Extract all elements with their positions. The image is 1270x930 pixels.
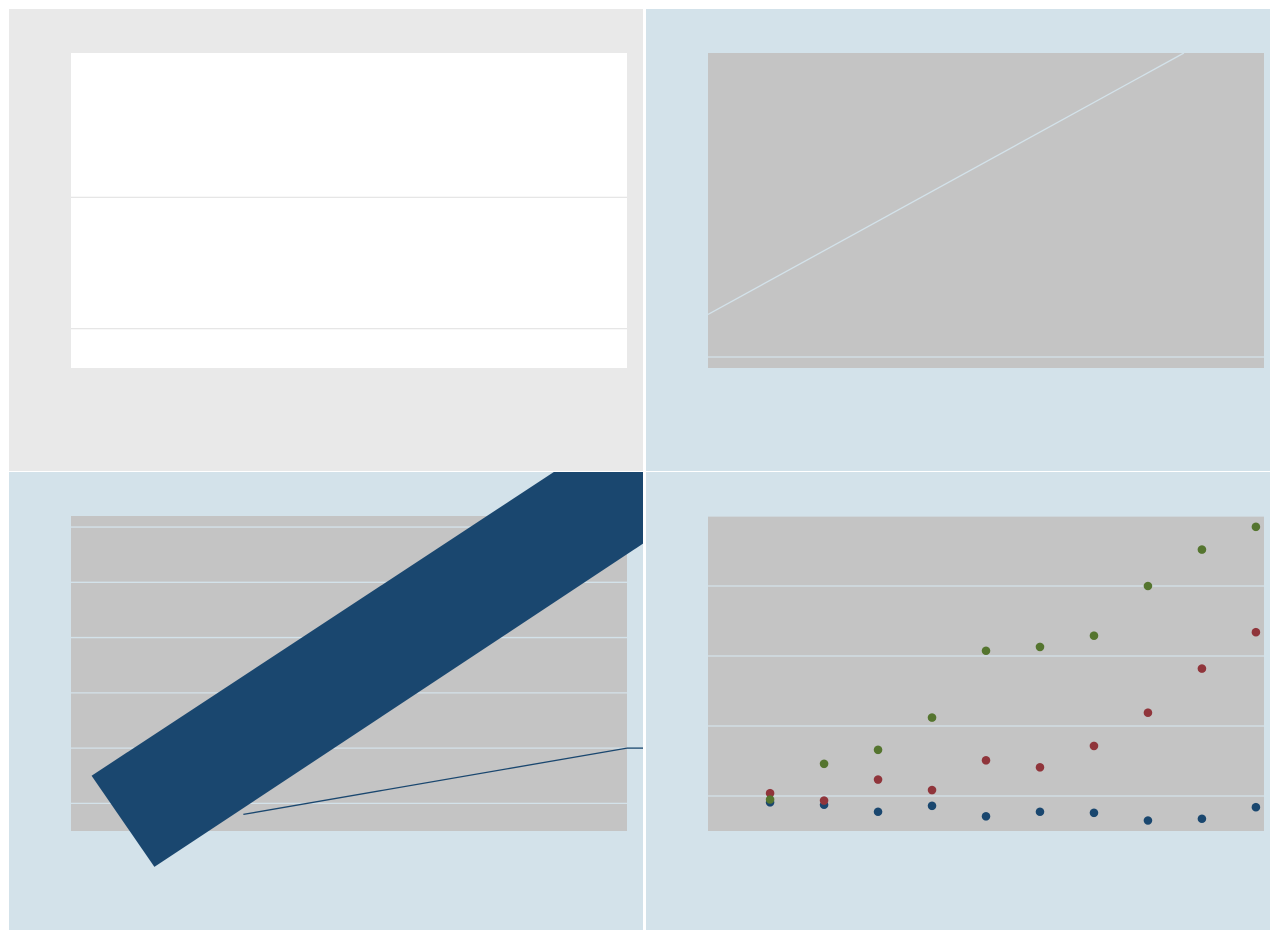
point-s2-9 [1251, 522, 1261, 532]
point-s1-2 [873, 775, 883, 784]
series-line-0 [243, 747, 628, 816]
point-s2-3 [927, 713, 937, 722]
point-s2-5 [1035, 642, 1045, 652]
point-s1-9 [1251, 627, 1261, 637]
point-s1-5 [1035, 763, 1045, 772]
point-s1-4 [981, 756, 991, 765]
point-s0-8 [1197, 814, 1207, 824]
point-s1-6 [1089, 741, 1099, 751]
point-s0-3 [927, 801, 937, 811]
point-s0-7 [1143, 816, 1153, 825]
chart-panel-1 [9, 9, 643, 471]
chart-panel-3 [9, 472, 643, 930]
point-s0-6 [1089, 808, 1099, 818]
chart-1-svg [9, 9, 643, 471]
point-s2-7 [1143, 581, 1153, 591]
series-band-1 [91, 472, 643, 867]
plot-area [71, 53, 627, 368]
point-s2-1 [819, 759, 829, 769]
point-s0-2 [873, 807, 883, 817]
plot-area [708, 53, 1264, 368]
point-s1-1 [819, 796, 829, 805]
point-s1-0 [765, 788, 775, 798]
chart-4-svg [646, 472, 1270, 930]
point-s1-7 [1143, 708, 1153, 717]
point-s0-4 [981, 812, 991, 821]
point-s2-6 [1089, 631, 1099, 640]
point-s2-4 [981, 646, 991, 656]
point-s2-0 [765, 795, 775, 804]
plot-area [708, 516, 1264, 831]
chart-panel-4 [646, 472, 1270, 930]
point-s2-2 [873, 745, 883, 755]
point-s2-8 [1197, 545, 1207, 554]
point-s1-8 [1197, 664, 1207, 673]
point-s0-9 [1251, 802, 1261, 812]
chart-panel-2 [646, 9, 1270, 471]
point-s1-3 [927, 785, 937, 795]
point-s0-5 [1035, 807, 1045, 817]
chart-3-svg [9, 472, 643, 930]
series-line-0 [707, 52, 1185, 316]
chart-2-svg [646, 9, 1270, 471]
